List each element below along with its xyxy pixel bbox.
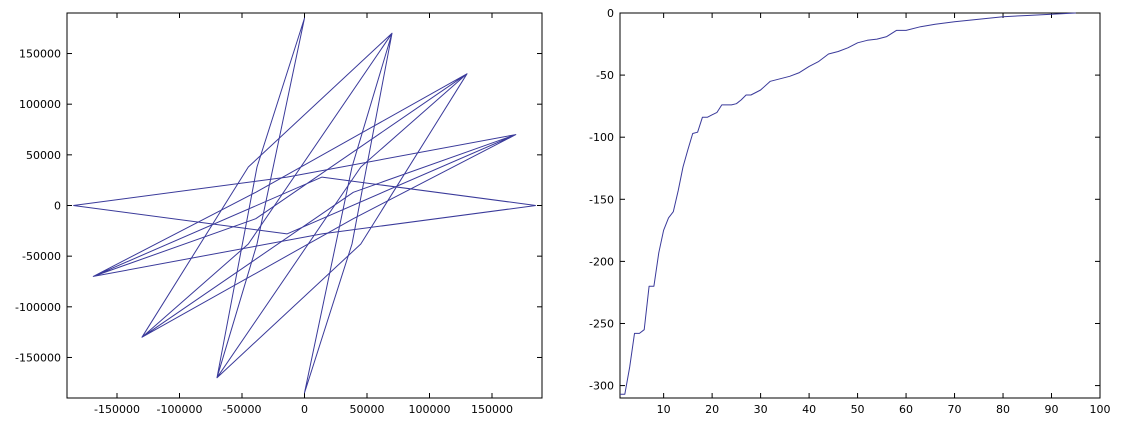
y-tick-label: -50000 bbox=[22, 250, 61, 263]
y-tick-label: -50 bbox=[596, 69, 614, 82]
series-line-1 bbox=[73, 32, 517, 394]
x-tick-label: -100000 bbox=[157, 403, 203, 416]
x-tick-label: 80 bbox=[996, 403, 1010, 416]
series-line-0 bbox=[92, 17, 536, 379]
x-tick-label: 150000 bbox=[471, 403, 513, 416]
plot-frame bbox=[66, 12, 543, 399]
x-tick-label: -50000 bbox=[223, 403, 262, 416]
x-tick-label: 0 bbox=[301, 403, 308, 416]
x-tick-label: 60 bbox=[899, 403, 913, 416]
x-tick-label: 10 bbox=[657, 403, 671, 416]
y-tick-label: 0 bbox=[54, 200, 61, 213]
x-tick-label: 20 bbox=[705, 403, 719, 416]
y-tick-label: -200 bbox=[589, 255, 614, 268]
y-tick-label: 50000 bbox=[26, 149, 61, 162]
y-tick-label: -150000 bbox=[15, 351, 61, 364]
x-tick-label: 30 bbox=[754, 403, 768, 416]
y-tick-label: 100000 bbox=[19, 98, 61, 111]
y-tick-label: -150 bbox=[589, 193, 614, 206]
star-curve-plot: -150000 -100000 -50000 0 50000 100000 150000 -1… bbox=[15, 12, 543, 416]
x-tick-label: -150000 bbox=[94, 403, 140, 416]
x-tick-label: 90 bbox=[1045, 403, 1059, 416]
y-tick-label: -300 bbox=[589, 380, 614, 393]
series-line-0 bbox=[620, 12, 1076, 395]
x-tick-label: 100 bbox=[1090, 403, 1111, 416]
y-tick-label: -250 bbox=[589, 317, 614, 330]
y-tick-label: 150000 bbox=[19, 48, 61, 61]
y-tick-label: 0 bbox=[607, 7, 614, 20]
x-tick-label: 50000 bbox=[350, 403, 385, 416]
x-tick-label: 100000 bbox=[409, 403, 451, 416]
x-tick-label: 50 bbox=[851, 403, 865, 416]
convergence-plot: 10 20 30 40 50 60 70 80 90 100 -300 -250 -200 -150 -10… bbox=[589, 7, 1110, 416]
plot-frame bbox=[619, 12, 1101, 399]
y-tick-label: -100 bbox=[589, 131, 614, 144]
y-tick-label: -100000 bbox=[15, 301, 61, 314]
x-tick-label: 70 bbox=[948, 403, 962, 416]
x-tick-label: 40 bbox=[802, 403, 816, 416]
